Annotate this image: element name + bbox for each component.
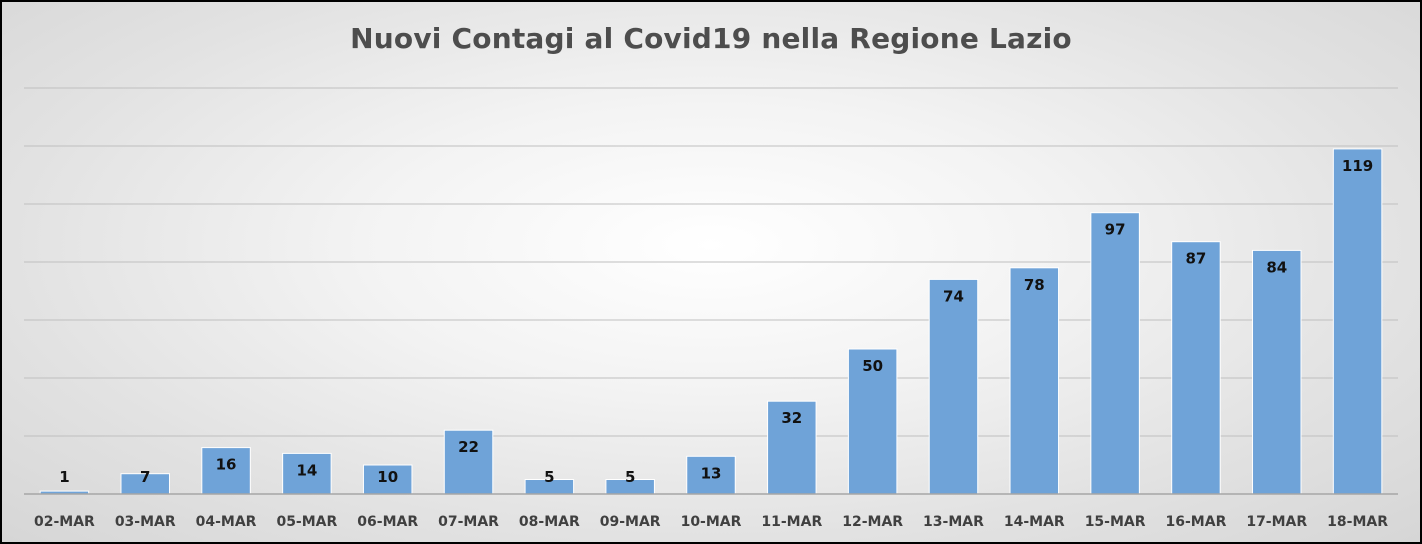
- x-tick-label: 13-MAR: [923, 514, 984, 530]
- x-tick-label: 08-MAR: [519, 514, 580, 530]
- x-tick-label: 18-MAR: [1327, 514, 1388, 530]
- x-tick-label: 03-MAR: [115, 514, 176, 530]
- data-label: 87: [1186, 250, 1207, 268]
- x-tick-label: 04-MAR: [196, 514, 257, 530]
- x-tick-label: 14-MAR: [1004, 514, 1065, 530]
- x-tick-label: 16-MAR: [1166, 514, 1227, 530]
- x-tick-label: 11-MAR: [761, 514, 822, 530]
- data-label: 22: [458, 438, 479, 456]
- x-tick-label: 09-MAR: [600, 514, 661, 530]
- bar-06-mar: [362, 464, 413, 495]
- data-label: 14: [296, 461, 317, 479]
- chart-title: Nuovi Contagi al Covid19 nella Regione L…: [350, 22, 1072, 55]
- data-label: 97: [1105, 221, 1126, 239]
- bar-04-mar: [201, 447, 251, 495]
- x-tick-label: 05-MAR: [276, 514, 337, 530]
- bar-13-mar: [928, 278, 979, 495]
- x-tick-label: 02-MAR: [34, 514, 95, 530]
- bar-16-mar: [1171, 241, 1221, 495]
- x-tick-label: 12-MAR: [842, 514, 903, 530]
- x-tick-label: 06-MAR: [357, 514, 418, 530]
- x-tick-label: 17-MAR: [1246, 514, 1307, 530]
- data-label: 10: [377, 468, 398, 486]
- data-label: 74: [943, 287, 964, 305]
- data-label: 84: [1266, 258, 1287, 276]
- bar-12-mar: [847, 348, 898, 495]
- bar-07-mar: [443, 429, 494, 495]
- data-label: 50: [862, 357, 883, 375]
- data-label: 5: [544, 468, 554, 486]
- bar-11-mar: [767, 400, 817, 495]
- data-label: 16: [216, 456, 237, 474]
- data-label: 119: [1342, 157, 1373, 175]
- data-label: 13: [701, 464, 722, 482]
- x-tick-label: 07-MAR: [438, 514, 499, 530]
- x-tick-label: 10-MAR: [681, 514, 742, 530]
- bar-18-mar: [1332, 148, 1383, 495]
- data-label: 5: [625, 468, 635, 486]
- x-tick-label: 15-MAR: [1085, 514, 1146, 530]
- bar-05-mar: [282, 452, 332, 495]
- data-label: 7: [140, 468, 150, 486]
- data-label: 32: [781, 409, 802, 427]
- bar-15-mar: [1090, 212, 1140, 495]
- data-label: 1: [59, 468, 69, 486]
- data-label: 78: [1024, 276, 1045, 294]
- bar-14-mar: [1009, 267, 1060, 495]
- bar-17-mar: [1252, 249, 1302, 495]
- bar-10-mar: [686, 455, 736, 495]
